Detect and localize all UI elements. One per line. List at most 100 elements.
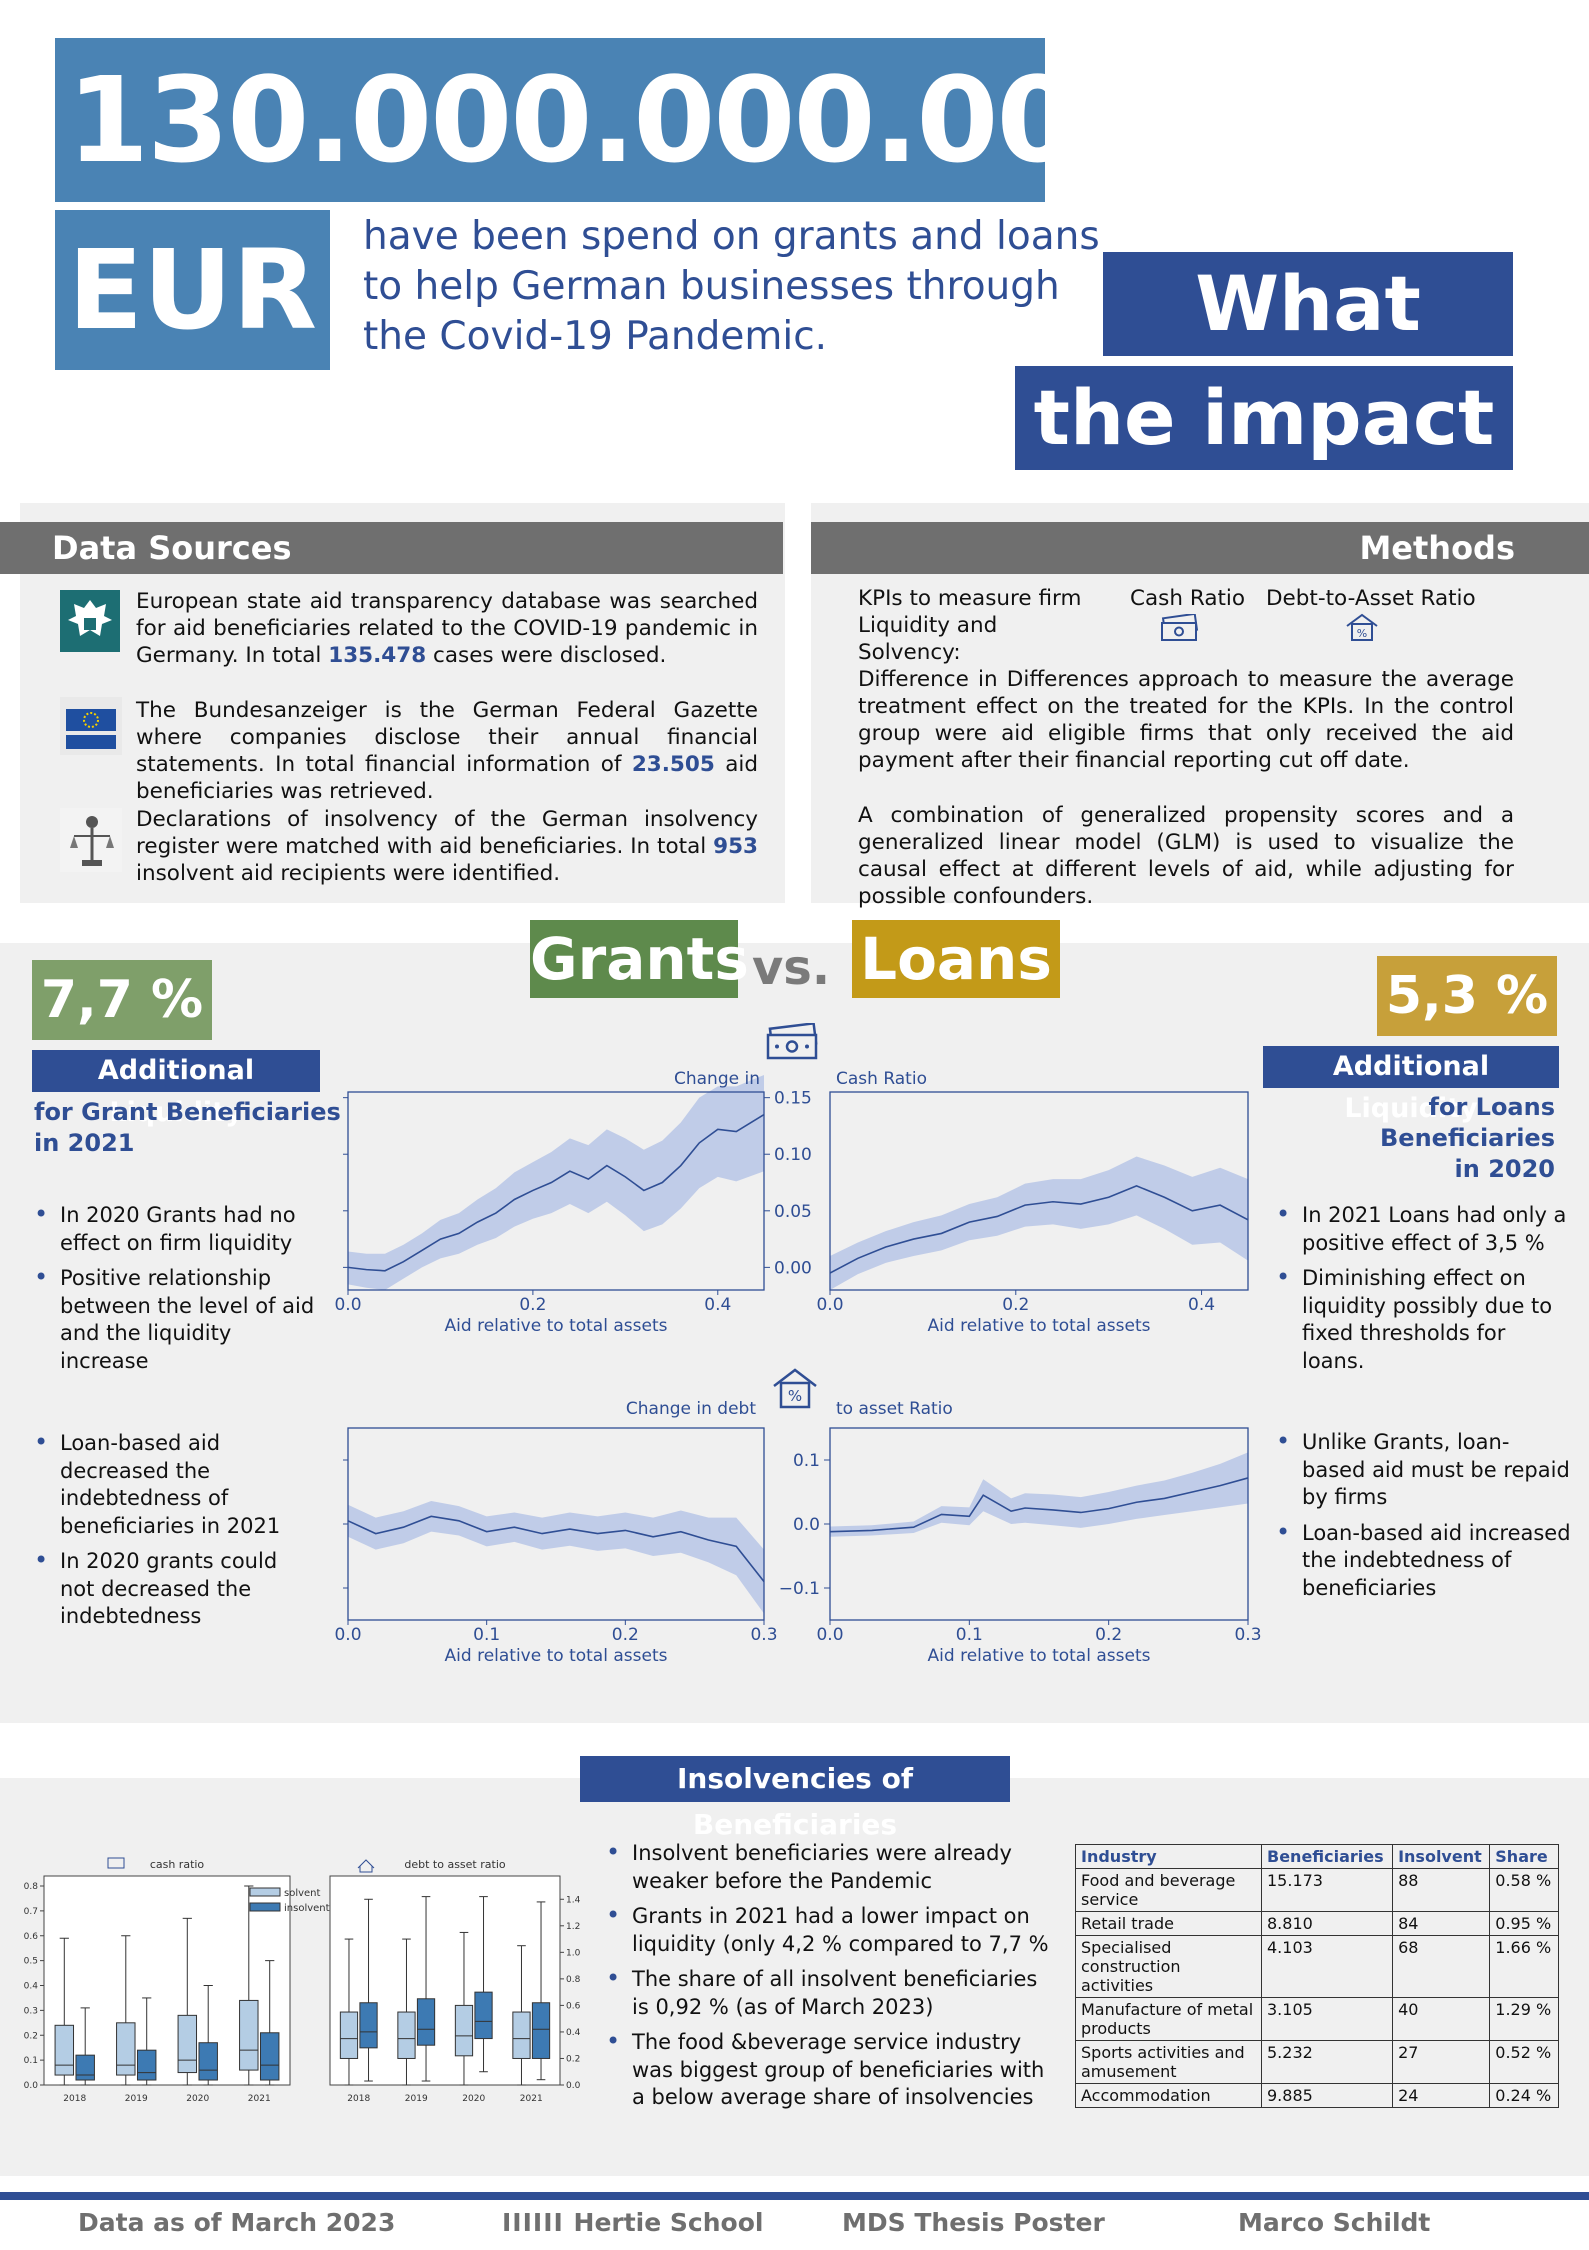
subtitle-line-1: have been spend on grants and loans [363, 214, 1100, 259]
x-tick-label: 2020 [462, 2094, 485, 2104]
german-eagle-icon [60, 590, 120, 652]
y-tick-label: 0.5 [24, 1957, 38, 1967]
table-cell: 1.29 % [1489, 1997, 1559, 2041]
source-item-3: Declarations of insolvency of the German… [136, 807, 758, 886]
x-tick-label: 0.0 [334, 1295, 361, 1315]
x-tick-label: 2021 [520, 2094, 543, 2104]
x-tick-label: 2020 [186, 2094, 209, 2104]
industry-table: Industry Beneficiaries Insolvent Share F… [1075, 1844, 1559, 2108]
chart-title-left: Change in [674, 1069, 760, 1089]
boxplot-box-cash: 0.0 0.1 0.2 0.3 0.4 0.5 0.6 0.7 0.8 2018 2019 2020 2… [24, 1858, 291, 2104]
cash-icon [766, 1023, 818, 1060]
table-row: Specialised construction activities 4.103… [1075, 1935, 1559, 1998]
table-header: Industry [1075, 1844, 1262, 1869]
loans-liquidity-title: Additional Liquidity [1263, 1046, 1559, 1124]
y-tick-label: 0.10 [774, 1145, 812, 1165]
chart-title-right: Cash Ratio [836, 1069, 927, 1089]
justice-icon [60, 808, 122, 872]
box-insolvent [474, 1991, 493, 2040]
cash-y-axis: 0.00 0.05 0.10 0.15 [343, 1089, 812, 1278]
plot-frame [829, 1091, 1249, 1291]
x-axis-label: Aid relative to total assets [445, 1316, 668, 1336]
table-cell: 15.173 [1260, 1868, 1394, 1912]
loans-badge: Loans [852, 920, 1060, 998]
y-tick-label: 1.0 [566, 1948, 581, 1958]
chart-loans-debt: 0.0 0.1 0.2 0.3 Aid relative to total assets [816, 1427, 1262, 1666]
y-tick-label: 0.1 [24, 2056, 38, 2066]
list-item: Loan-based aid decreased the indebtednes… [30, 1429, 290, 1540]
table-cell: 5.232 [1260, 2040, 1394, 2084]
loans-percent: 5,3 % [1385, 966, 1549, 1026]
source-item-2: The Bundesanzeiger is the German Federal… [136, 698, 758, 804]
grants-debt-bullets: Loan-based aid decreased the indebtednes… [30, 1429, 290, 1639]
box-solvent [397, 2011, 416, 2059]
source-count-3: 953 [713, 834, 758, 859]
methods-header: Methods [811, 522, 1589, 574]
chart-title-right: to asset Ratio [836, 1399, 953, 1419]
plot-frame [347, 1091, 765, 1291]
grants-subtitle: for Grant Beneficiaries in 2021 [34, 1098, 341, 1157]
box-solvent [239, 1999, 259, 2071]
list-item: Unlike Grants, loan-based aid must be re… [1272, 1428, 1572, 1512]
list-item: The food &beverage service industry was … [602, 2028, 1052, 2112]
loans-subtitle: for Loans Beneficiaries in 2020 [1380, 1093, 1555, 1183]
y-tick-label: −0.1 [779, 1579, 820, 1599]
cash-icon [107, 1857, 125, 1869]
big-number: 130.000.000.000 [67, 51, 1159, 189]
effect-line [829, 1185, 1249, 1274]
box-insolvent [359, 2002, 378, 2049]
y-tick-label: 0.05 [774, 1202, 812, 1222]
boxplot-title: cash ratio [150, 1858, 205, 1871]
y-tick-label: 0.7 [24, 1907, 38, 1917]
x-tick-label: 0.2 [1002, 1295, 1029, 1315]
x-tick-label: 0.2 [1095, 1625, 1122, 1645]
list-item: Grants in 2021 had a lower impact on liq… [602, 1902, 1052, 1958]
list-item: The share of all insolvent beneficiaries… [602, 1965, 1052, 2021]
x-tick-label: 2019 [125, 2094, 148, 2104]
legend-label: solvent [284, 1888, 321, 1899]
legend-swatch-insolvent [249, 1902, 281, 1912]
footer-date: Data as of March 2023 [78, 2208, 396, 2237]
source-item-1: European state aid transparency database… [136, 589, 758, 668]
x-tick-label: 2018 [347, 2094, 370, 2104]
x-axis-label: Aid relative to total assets [928, 1646, 1151, 1666]
box-solvent [512, 2011, 531, 2059]
box-insolvent [416, 1998, 436, 2046]
grants-cash-bullets: In 2020 Grants had no effect on firm liq… [30, 1201, 320, 1383]
table-cell: 0.24 % [1489, 2083, 1559, 2108]
subtitle-line-3: the Covid-19 Pandemic. [363, 314, 828, 359]
insolvency-box-plots: 0.0 0.1 0.2 0.3 0.4 0.5 0.6 0.7 0.8 2018 2019 2020 2… [24, 1857, 581, 2104]
table-cell: 0.52 % [1489, 2040, 1559, 2084]
table-cell: 84 [1392, 1911, 1491, 1936]
y-tick-label: 0.15 [774, 1089, 812, 1109]
confidence-band [348, 1500, 764, 1614]
loans-debt-bullets: Unlike Grants, loan-based aid must be re… [1272, 1428, 1572, 1610]
list-item: Insolvent beneficiaries were already wea… [602, 1839, 1052, 1895]
house-percent-icon [357, 1859, 375, 1873]
table-row: Sports activities and amusement 5.232 27 0.… [1075, 2040, 1559, 2084]
source-count-2: 23.505 [631, 752, 715, 777]
box-insolvent [259, 2032, 280, 2081]
y-tick-label: 0.6 [24, 1932, 39, 1942]
box-insolvent [198, 2042, 218, 2081]
chart-loans-cash: 0.0 0.2 0.4 Aid relative to total assets [816, 1091, 1249, 1336]
box-solvent [177, 2014, 198, 2074]
x-tick-label: 0.1 [956, 1625, 983, 1645]
subtitle-line-2: to help German businesses through [363, 264, 1060, 309]
table-cell: Specialised construction activities [1075, 1935, 1262, 1998]
box-solvent [54, 2024, 75, 2076]
table-row: Accommodation 9.885 24 0.24 % [1075, 2083, 1559, 2108]
y-tick-label: 0.6 [566, 2001, 581, 2011]
x-tick-label: 0.2 [612, 1625, 639, 1645]
box-insolvent [75, 2054, 95, 2081]
y-tick-label: 0.2 [24, 2031, 38, 2041]
insolvency-bullets: Insolvent beneficiaries were already wea… [602, 1839, 1052, 2120]
y-tick-label: 0.4 [24, 1982, 39, 1992]
boxplot-title: debt to asset ratio [404, 1858, 505, 1871]
footer-poster: MDS Thesis Poster [842, 2208, 1105, 2237]
x-tick-label: 2021 [248, 2094, 271, 2104]
kpi-label: KPIs to measure firm Liquidity and Solve… [858, 586, 1082, 665]
grants-liquidity-title: Additional Liquidity [32, 1050, 320, 1128]
table-row: Retail trade 8.810 84 0.95 % [1075, 1911, 1559, 1936]
effect-line [829, 1477, 1249, 1533]
